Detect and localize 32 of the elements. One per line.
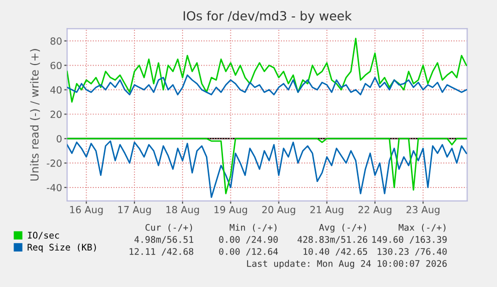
legend-label: IO/sec [28,232,59,240]
x-tick-label: 17 Aug [118,206,151,216]
x-tick-label: 19 Aug [214,206,247,216]
text: 130.23 /76.40 [378,248,447,256]
y-axis-title: Units read (-) / write (+) [30,49,40,181]
x-tick-label: 20 Aug [262,206,296,216]
y-tick-label: 40 [50,86,62,94]
text: 149.60 /163.39 [372,236,447,244]
text: Min (-/+) [230,224,276,232]
y-tick-label: 0 [56,135,62,142]
y-tick-label: 80 [50,37,62,45]
text: 0.00 /12.64 [219,248,278,256]
y-tick-label: -20 [46,160,62,167]
legend-label: Req Size (KB) [28,244,96,252]
text: 12.11 /42.68 [130,248,194,256]
x-tick-label: 22 Aug [358,206,392,216]
text: Cur (-/+) [146,224,192,232]
x-tick-label: 23 Aug [406,206,440,216]
text: Last update: Mon Aug 24 10:00:07 2026 [247,260,447,269]
text: Max (-/+) [398,224,446,232]
text: 4.98m/56.51 [134,236,194,244]
y-tick-label: 60 [50,62,62,70]
text: 428.83m/51.26 [298,236,368,244]
chart-title: IOs for /dev/md3 - by week [184,10,352,23]
text: 0.00 /24.90 [219,236,278,244]
x-tick-label: 16 Aug [70,206,103,216]
text: 10.40 /42.65 [304,248,368,256]
text: Avg (-/+) [319,224,366,233]
x-tick-label: 18 Aug [166,206,199,216]
y-tick-label: -40 [46,184,62,192]
x-tick-label: 21 Aug [310,206,344,216]
y-tick-label: 20 [50,110,62,118]
